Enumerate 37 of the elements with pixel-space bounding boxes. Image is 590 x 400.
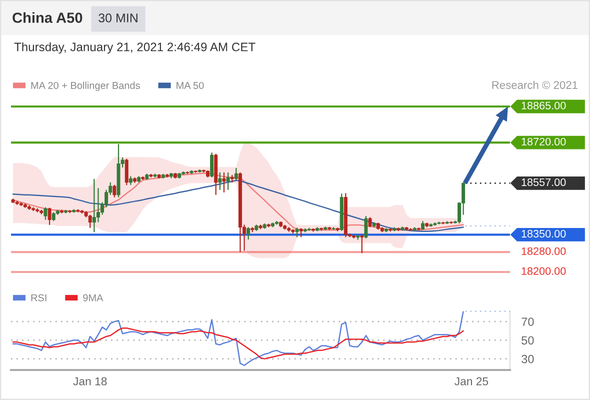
ref-line-label: 18865.00	[522, 102, 566, 110]
candlestick	[44, 206, 48, 220]
candlestick	[222, 172, 226, 193]
candlestick	[48, 207, 52, 226]
chart-title: China A50	[12, 12, 82, 23]
candlestick	[360, 234, 364, 254]
line-series	[12, 327, 464, 360]
candlestick	[96, 188, 100, 223]
ref-line-label: 18720.00	[522, 138, 566, 146]
text: 30 MIN	[98, 14, 138, 22]
ref-line-label: 18557.00	[522, 178, 566, 186]
candlestick	[364, 215, 368, 239]
candlestick	[124, 158, 128, 186]
candlestick	[234, 167, 238, 180]
y-tick-label: 50	[522, 336, 534, 345]
candlestick	[246, 226, 250, 240]
candlestick	[295, 227, 299, 238]
chart-subtitle: Thursday, January 21, 2021 2:46:49 AM CET	[14, 42, 256, 54]
candlestick	[226, 172, 230, 190]
candlestick	[112, 184, 116, 198]
legend-label: MA 20 + Bollinger Bands	[31, 82, 140, 91]
legend-label: 9MA	[83, 294, 104, 302]
text: 18200.00	[522, 267, 566, 275]
text: 18280.00	[522, 247, 566, 255]
candlestick	[88, 214, 92, 229]
y-tick-label: 30	[522, 354, 534, 364]
candlestick	[92, 178, 96, 233]
candlestick	[368, 216, 372, 228]
text: Research © 2021	[492, 80, 578, 89]
candlestick	[218, 172, 222, 190]
x-tick-label: Jan 18	[73, 377, 107, 386]
x-tick-label: Jan 25	[454, 377, 488, 386]
legend-label: MA 50	[176, 82, 204, 90]
candlestick	[210, 152, 214, 178]
ref-line-label: 18350.00	[522, 230, 566, 238]
y-tick-label: 70	[522, 318, 534, 326]
legend-label: RSI	[31, 294, 46, 302]
